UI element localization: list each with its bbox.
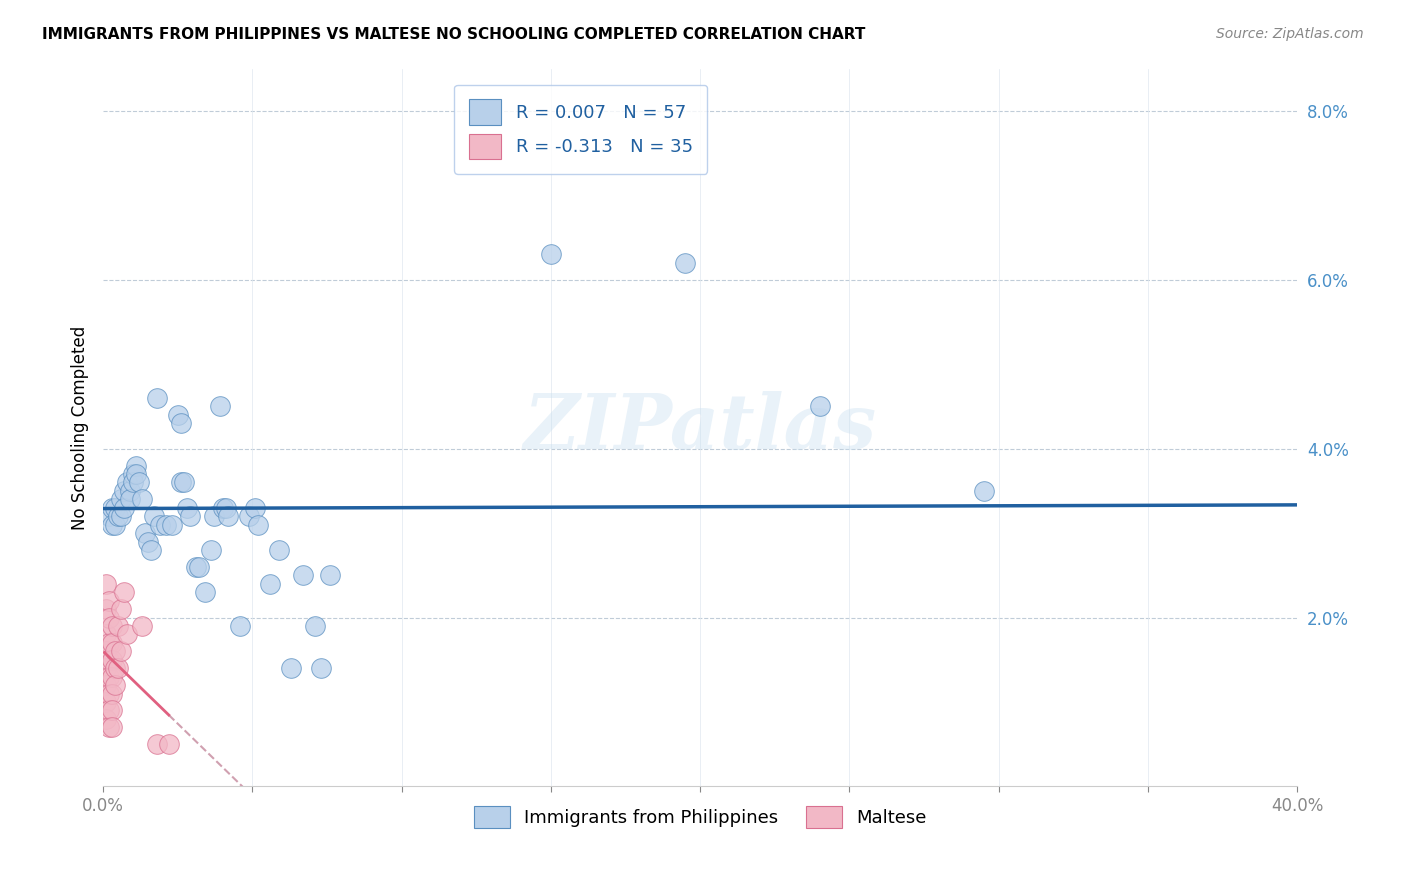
Point	[112, 500, 135, 515]
Point	[125, 467, 148, 481]
Point	[94, 602, 117, 616]
Point	[149, 517, 172, 532]
Point	[187, 560, 209, 574]
Point	[170, 417, 193, 431]
Point	[104, 678, 127, 692]
Point	[101, 619, 124, 633]
Point	[176, 500, 198, 515]
Point	[160, 517, 183, 532]
Point	[104, 517, 127, 532]
Point	[238, 509, 260, 524]
Point	[157, 737, 180, 751]
Point	[104, 644, 127, 658]
Point	[179, 509, 201, 524]
Point	[134, 526, 156, 541]
Point	[173, 475, 195, 490]
Point	[104, 500, 127, 515]
Legend: Immigrants from Philippines, Maltese: Immigrants from Philippines, Maltese	[467, 798, 934, 835]
Point	[184, 560, 207, 574]
Point	[118, 483, 141, 498]
Point	[808, 400, 831, 414]
Point	[166, 408, 188, 422]
Point	[94, 627, 117, 641]
Point	[208, 400, 231, 414]
Point	[245, 500, 267, 515]
Point	[94, 678, 117, 692]
Point	[101, 703, 124, 717]
Point	[673, 256, 696, 270]
Point	[125, 458, 148, 473]
Point	[101, 720, 124, 734]
Point	[309, 661, 332, 675]
Point	[94, 644, 117, 658]
Point	[122, 475, 145, 490]
Point	[98, 509, 121, 524]
Point	[259, 576, 281, 591]
Point	[131, 619, 153, 633]
Point	[139, 543, 162, 558]
Point	[280, 661, 302, 675]
Point	[101, 670, 124, 684]
Point	[131, 492, 153, 507]
Point	[94, 695, 117, 709]
Point	[110, 492, 132, 507]
Point	[136, 534, 159, 549]
Point	[98, 687, 121, 701]
Point	[98, 670, 121, 684]
Point	[319, 568, 342, 582]
Point	[229, 619, 252, 633]
Point	[122, 467, 145, 481]
Point	[107, 619, 129, 633]
Point	[101, 687, 124, 701]
Point	[107, 509, 129, 524]
Point	[112, 585, 135, 599]
Point	[200, 543, 222, 558]
Point	[540, 247, 562, 261]
Point	[98, 720, 121, 734]
Point	[101, 500, 124, 515]
Point	[110, 644, 132, 658]
Point	[292, 568, 315, 582]
Point	[269, 543, 291, 558]
Point	[94, 712, 117, 726]
Point	[115, 627, 138, 641]
Point	[115, 475, 138, 490]
Text: IMMIGRANTS FROM PHILIPPINES VS MALTESE NO SCHOOLING COMPLETED CORRELATION CHART: IMMIGRANTS FROM PHILIPPINES VS MALTESE N…	[42, 27, 866, 42]
Y-axis label: No Schooling Completed: No Schooling Completed	[72, 326, 89, 530]
Text: ZIPatlas: ZIPatlas	[523, 391, 877, 465]
Point	[194, 585, 217, 599]
Point	[98, 610, 121, 624]
Point	[146, 737, 169, 751]
Point	[973, 483, 995, 498]
Point	[107, 661, 129, 675]
Point	[304, 619, 326, 633]
Point	[202, 509, 225, 524]
Point	[110, 509, 132, 524]
Point	[146, 391, 169, 405]
Point	[94, 576, 117, 591]
Point	[112, 483, 135, 498]
Point	[247, 517, 270, 532]
Point	[98, 636, 121, 650]
Point	[94, 661, 117, 675]
Point	[104, 661, 127, 675]
Point	[218, 509, 240, 524]
Point	[170, 475, 193, 490]
Point	[142, 509, 165, 524]
Point	[118, 492, 141, 507]
Point	[101, 653, 124, 667]
Point	[128, 475, 150, 490]
Point	[98, 653, 121, 667]
Point	[98, 593, 121, 607]
Point	[98, 703, 121, 717]
Point	[155, 517, 177, 532]
Point	[211, 500, 233, 515]
Point	[101, 636, 124, 650]
Point	[110, 602, 132, 616]
Point	[214, 500, 236, 515]
Text: Source: ZipAtlas.com: Source: ZipAtlas.com	[1216, 27, 1364, 41]
Point	[101, 517, 124, 532]
